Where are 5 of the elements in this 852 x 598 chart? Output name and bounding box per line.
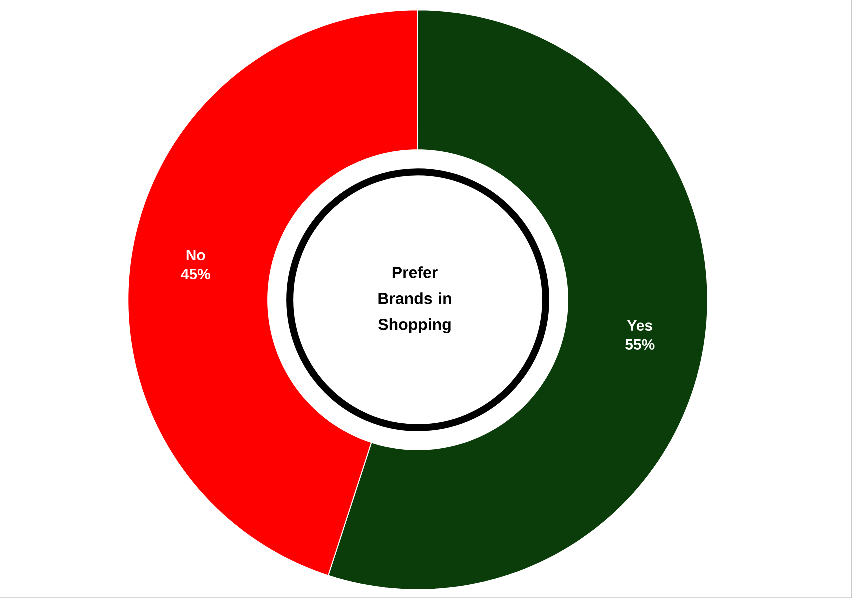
data-label: 55% bbox=[626, 339, 655, 350]
data-label: 45% bbox=[181, 268, 210, 280]
slice-label: No bbox=[186, 250, 206, 261]
slice-label: Yes bbox=[627, 320, 652, 331]
text: Prefer Brands in Shopping bbox=[378, 266, 452, 334]
